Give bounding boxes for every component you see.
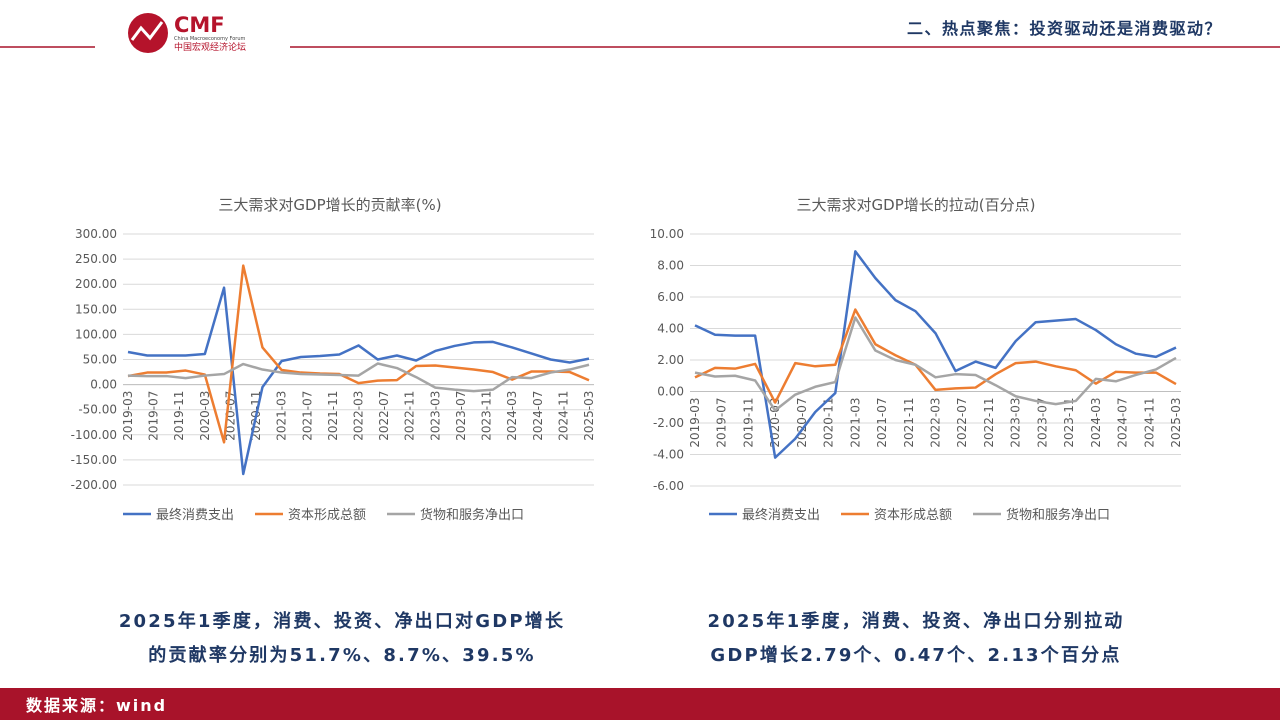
footer-bar [0, 688, 1280, 720]
x-tick-label: 2022-03 [929, 398, 943, 448]
y-tick-label: -150.00 [71, 453, 117, 467]
x-tick-label: 2022-07 [955, 398, 969, 448]
series-line [694, 308, 1177, 404]
y-tick-label: 300.00 [75, 227, 117, 241]
x-tick-label: 2023-03 [1009, 398, 1023, 448]
chart-title: 三大需求对GDP增长的拉动(百分点) [797, 196, 1036, 214]
x-tick-label: 2022-11 [982, 398, 996, 448]
x-tick-label: 2020-03 [198, 391, 212, 441]
y-tick-label: 50.00 [83, 353, 117, 367]
x-tick-label: 2024-07 [1116, 398, 1130, 448]
x-tick-label: 2021-11 [326, 391, 340, 441]
legend-label: 资本形成总额 [288, 508, 366, 523]
x-tick-label: 2019-03 [121, 391, 135, 441]
y-tick-label: 4.00 [657, 322, 684, 336]
x-tick-label: 2019-11 [741, 398, 755, 448]
series-line [127, 286, 590, 476]
legend-label: 货物和服务净出口 [1006, 507, 1110, 523]
x-tick-label: 2025-03 [582, 391, 596, 441]
caption: GDP增长2.79个、0.47个、2.13个百分点 [710, 644, 1121, 666]
y-tick-label: 100.00 [75, 327, 117, 341]
y-tick-label: -2.00 [653, 416, 684, 430]
chart-title: 三大需求对GDP增长的贡献率(%) [218, 196, 441, 214]
y-tick-label: 0.00 [657, 385, 684, 399]
logo-cn: 中国宏观经济论坛 [174, 41, 246, 53]
y-tick-label: 2.00 [657, 353, 684, 367]
y-tick-label: 200.00 [75, 277, 117, 291]
logo-mark [128, 13, 168, 53]
x-tick-label: 2024-03 [505, 391, 519, 441]
footer-text: 数据来源：wind [26, 696, 167, 715]
x-tick-label: 2021-07 [300, 391, 314, 441]
legend-label: 最终消费支出 [156, 507, 234, 523]
caption: 2025年1季度，消费、投资、净出口分别拉动 [707, 610, 1124, 632]
x-tick-label: 2020-07 [223, 391, 237, 441]
x-tick-label: 2023-11 [480, 391, 494, 441]
caption: 的贡献率分别为51.7%、8.7%、39.5% [148, 644, 535, 666]
x-tick-label: 2022-11 [403, 391, 417, 441]
y-tick-label: -4.00 [653, 448, 684, 462]
y-tick-label: 6.00 [657, 290, 684, 304]
x-tick-label: 2023-07 [1035, 398, 1049, 448]
series-line [694, 250, 1177, 459]
legend-label: 最终消费支出 [742, 507, 820, 523]
x-tick-label: 2024-03 [1089, 398, 1103, 448]
y-tick-label: 0.00 [90, 378, 117, 392]
x-tick-label: 2021-03 [848, 398, 862, 448]
y-tick-label: -100.00 [71, 428, 117, 442]
x-tick-label: 2023-11 [1062, 398, 1076, 448]
x-tick-label: 2020-11 [822, 398, 836, 448]
page-title: 二、热点聚焦：投资驱动还是消费驱动？ [907, 19, 1222, 38]
x-tick-label: 2024-07 [531, 391, 545, 441]
y-tick-label: -200.00 [71, 478, 117, 492]
x-tick-label: 2024-11 [556, 391, 570, 441]
x-tick-label: 2024-11 [1142, 398, 1156, 448]
x-tick-label: 2025-03 [1169, 398, 1183, 448]
x-tick-label: 2019-07 [147, 391, 161, 441]
x-tick-label: 2022-07 [377, 391, 391, 441]
x-tick-label: 2022-03 [352, 391, 366, 441]
y-tick-label: -6.00 [653, 479, 684, 493]
series-line [694, 316, 1177, 412]
x-tick-label: 2021-07 [875, 398, 889, 448]
y-tick-label: 150.00 [75, 302, 117, 316]
logo-text: CMF [174, 13, 225, 37]
series-line [127, 362, 590, 393]
logo-sub: China Macroeconomy Forum [174, 36, 246, 42]
logo-mark [130, 21, 164, 41]
x-tick-label: 2023-03 [428, 391, 442, 441]
x-tick-label: 2019-03 [688, 398, 702, 448]
legend-label: 货物和服务净出口 [420, 507, 524, 523]
y-tick-label: 250.00 [75, 252, 117, 266]
x-tick-label: 2021-11 [902, 398, 916, 448]
x-tick-label: 2023-07 [454, 391, 468, 441]
legend-label: 资本形成总额 [874, 508, 952, 523]
y-tick-label: 10.00 [650, 227, 684, 241]
caption: 2025年1季度，消费、投资、净出口对GDP增长 [119, 610, 565, 632]
x-tick-label: 2019-07 [715, 398, 729, 448]
x-tick-label: 2019-11 [172, 391, 186, 441]
y-tick-label: 8.00 [657, 259, 684, 273]
x-tick-label: 2021-03 [275, 391, 289, 441]
y-tick-label: -50.00 [78, 403, 117, 417]
